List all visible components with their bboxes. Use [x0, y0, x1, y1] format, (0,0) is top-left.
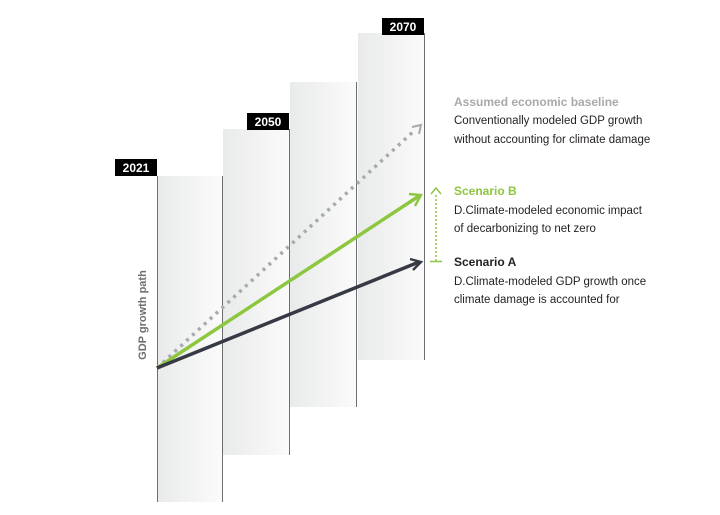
scenario-b-path: [156, 192, 423, 370]
year-label-2070: 2070: [390, 20, 417, 34]
panel-4: [358, 33, 425, 360]
panel-2: [223, 129, 290, 455]
legend-scenario-a-line1: D.Climate-modeled GDP growth once: [454, 276, 646, 288]
legend-scenario-b: Scenario B D.Climate-modeled economic im…: [454, 184, 643, 235]
legend-scenario-a-title: Scenario A: [454, 255, 517, 269]
year-badge-2070: 2070: [382, 18, 424, 35]
baseline-path: [155, 123, 423, 370]
legend-baseline: Assumed economic baseline Conventionally…: [453, 95, 650, 146]
legend-baseline-line1: Conventionally modeled GDP growth: [454, 115, 642, 127]
y-axis-label: GDP growth path: [137, 270, 149, 360]
year-label-2050: 2050: [255, 115, 282, 129]
year-label-2021: 2021: [123, 161, 150, 175]
legend-scenario-a-line2: climate damage is accounted for: [454, 294, 620, 306]
legend-scenario-b-line2: of decarbonizing to net zero: [454, 223, 596, 235]
legend-scenario-a: Scenario A D.Climate-modeled GDP growth …: [454, 255, 646, 306]
year-badge-2021: 2021: [115, 159, 157, 176]
panel-1: [157, 176, 223, 502]
scenario-a-path: [156, 257, 424, 370]
legend-scenario-b-line1: D.Climate-modeled economic impact: [454, 205, 643, 217]
legend-baseline-line2: without accounting for climate damage: [453, 134, 650, 146]
legend-scenario-b-title: Scenario B: [454, 184, 517, 198]
legend-baseline-title: Assumed economic baseline: [454, 95, 619, 109]
year-badge-2050: 2050: [247, 113, 289, 130]
impact-connector: [430, 186, 442, 263]
